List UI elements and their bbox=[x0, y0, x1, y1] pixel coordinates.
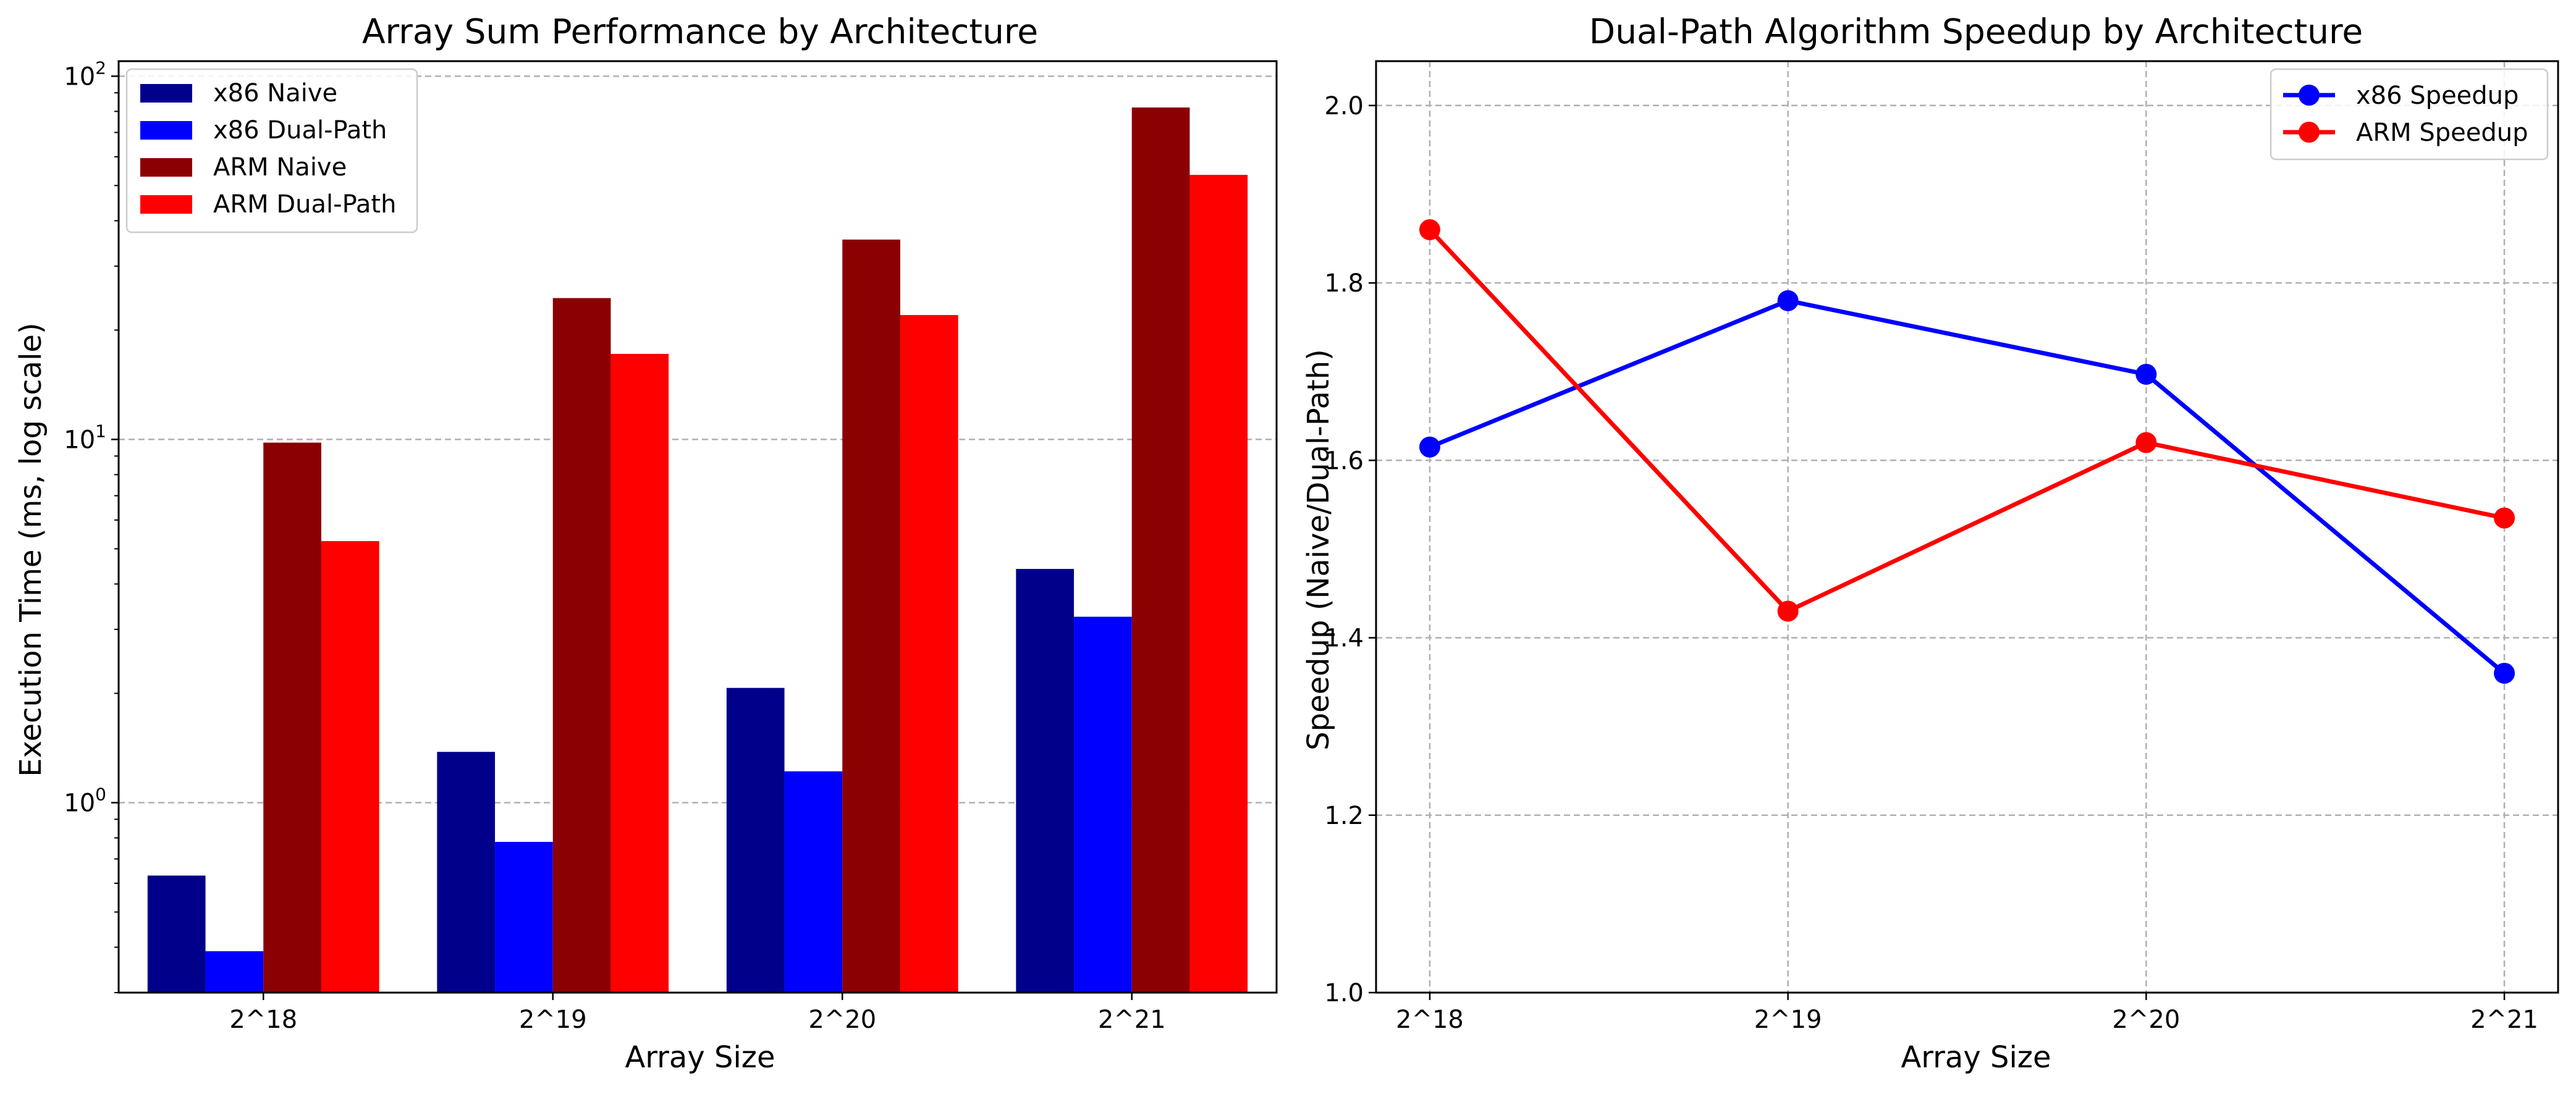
bar-chart-xtick-label-0: 2^18 bbox=[229, 1006, 297, 1034]
line-chart-frame bbox=[1375, 60, 2559, 994]
line-chart-xlabel: Array Size bbox=[1901, 1040, 2051, 1075]
bar-chart-xtick-label-3: 2^21 bbox=[1098, 1006, 1166, 1034]
bar-2-3 bbox=[1131, 107, 1190, 993]
line-chart-series bbox=[1419, 219, 2515, 684]
line-chart-title: Dual-Path Algorithm Speedup by Architect… bbox=[1589, 12, 2363, 51]
bar-1-0 bbox=[205, 951, 264, 993]
line-chart-legend-marker-0 bbox=[2299, 85, 2320, 106]
line-chart-legend-marker-1 bbox=[2299, 122, 2320, 143]
line-chart-legend: x86 Speedup ARM Speedup bbox=[2270, 68, 2549, 161]
bar-chart-frame bbox=[117, 60, 1278, 994]
bar-chart-xtick-label-1: 2^19 bbox=[519, 1006, 587, 1034]
bar-chart-title: Array Sum Performance by Architecture bbox=[362, 12, 1038, 51]
line-chart-legend-label-0: x86 Speedup bbox=[2356, 82, 2519, 110]
bar-chart-legend-swatch-0 bbox=[140, 84, 192, 103]
bar-chart-ytick-label-0-base: 10 bbox=[64, 789, 95, 818]
bar-0-2 bbox=[726, 687, 785, 993]
bar-0-1 bbox=[437, 752, 496, 993]
bar-chart: Array Sum Performance by Architecture Ar… bbox=[14, 12, 1278, 1075]
bar-chart-ytick-label-1: 101 bbox=[64, 421, 106, 454]
bar-chart-xlabel: Array Size bbox=[625, 1040, 775, 1075]
line-chart-ytick-label-5: 2.0 bbox=[1324, 92, 1364, 120]
bar-chart-legend-label-1: x86 Dual-Path bbox=[213, 116, 387, 145]
point-1-2 bbox=[2135, 432, 2157, 453]
bar-2-2 bbox=[842, 239, 900, 993]
line-chart-xtick-label-1: 2^19 bbox=[1754, 1006, 1822, 1034]
bar-0-0 bbox=[147, 875, 206, 993]
point-1-3 bbox=[2494, 507, 2515, 529]
bar-chart-ytick-label-0: 100 bbox=[64, 784, 106, 818]
line-chart-legend-box bbox=[2270, 68, 2549, 161]
line-chart-ytick-label-1: 1.2 bbox=[1324, 802, 1364, 830]
bar-1-3 bbox=[1074, 616, 1132, 993]
line-chart-legend-label-1: ARM Speedup bbox=[2356, 119, 2528, 147]
line-chart-ytick-label-0: 1.0 bbox=[1324, 979, 1364, 1007]
line-chart-xtick-label-0: 2^18 bbox=[1396, 1006, 1464, 1034]
point-0-3 bbox=[2494, 662, 2515, 684]
bar-1-2 bbox=[784, 771, 843, 993]
bar-0-3 bbox=[1016, 569, 1075, 993]
bar-chart-ylabel: Execution Time (ms, log scale) bbox=[14, 322, 48, 776]
point-0-1 bbox=[1777, 290, 1799, 311]
bar-chart-ytick-label-1-exp: 1 bbox=[95, 421, 106, 441]
line-chart-ytick-label-4: 1.8 bbox=[1324, 269, 1364, 298]
point-0-0 bbox=[1419, 436, 1440, 458]
point-1-0 bbox=[1419, 219, 1440, 240]
bar-chart-bars bbox=[147, 107, 1248, 993]
line-chart-ylabel: Speedup (Naive/Dual-Path) bbox=[1301, 349, 1336, 750]
bar-3-0 bbox=[321, 540, 379, 993]
bar-2-0 bbox=[263, 442, 321, 993]
bar-chart-legend-swatch-1 bbox=[140, 121, 192, 140]
line-chart-axes: 2^18 2^19 2^20 2^21 1.0 1.2 1.4 1.6 1.8 2.0 bbox=[1324, 60, 2559, 1034]
bar-chart-xtick-label-2: 2^20 bbox=[808, 1006, 876, 1034]
line-chart-xtick-label-3: 2^21 bbox=[2470, 1006, 2538, 1034]
bar-chart-legend-swatch-3 bbox=[140, 195, 192, 214]
bar-chart-legend-box bbox=[125, 68, 418, 233]
bar-chart-legend-swatch-2 bbox=[140, 158, 192, 177]
bar-3-1 bbox=[610, 353, 669, 993]
line-chart: Dual-Path Algorithm Speedup by Architect… bbox=[1301, 12, 2559, 1075]
bar-chart-legend: x86 Naive x86 Dual-Path ARM Naive ARM Dual-… bbox=[125, 68, 418, 233]
bar-chart-ytick-label-0-exp: 0 bbox=[95, 784, 106, 805]
bar-1-1 bbox=[495, 841, 553, 993]
point-1-1 bbox=[1777, 600, 1799, 622]
bar-3-2 bbox=[900, 315, 958, 993]
bar-3-3 bbox=[1189, 175, 1248, 993]
line-chart-ytick-label-2: 1.4 bbox=[1324, 624, 1364, 653]
bar-2-1 bbox=[552, 298, 611, 993]
point-0-2 bbox=[2135, 363, 2157, 385]
series-line-1 bbox=[1428, 228, 2505, 613]
bar-chart-legend-label-2: ARM Naive bbox=[213, 153, 347, 182]
line-chart-ytick-label-3: 1.6 bbox=[1324, 447, 1364, 475]
bar-chart-ytick-label-2-exp: 2 bbox=[95, 57, 106, 78]
bar-chart-legend-label-3: ARM Dual-Path bbox=[213, 190, 396, 219]
line-chart-xtick-label-2: 2^20 bbox=[2112, 1006, 2180, 1034]
bar-chart-legend-label-0: x86 Naive bbox=[213, 79, 337, 107]
series-line-0 bbox=[1429, 298, 2506, 675]
bar-chart-ytick-label-2-base: 10 bbox=[64, 62, 95, 91]
bar-chart-ytick-label-1-base: 10 bbox=[64, 426, 95, 454]
bar-chart-ytick-label-2: 102 bbox=[64, 57, 106, 91]
